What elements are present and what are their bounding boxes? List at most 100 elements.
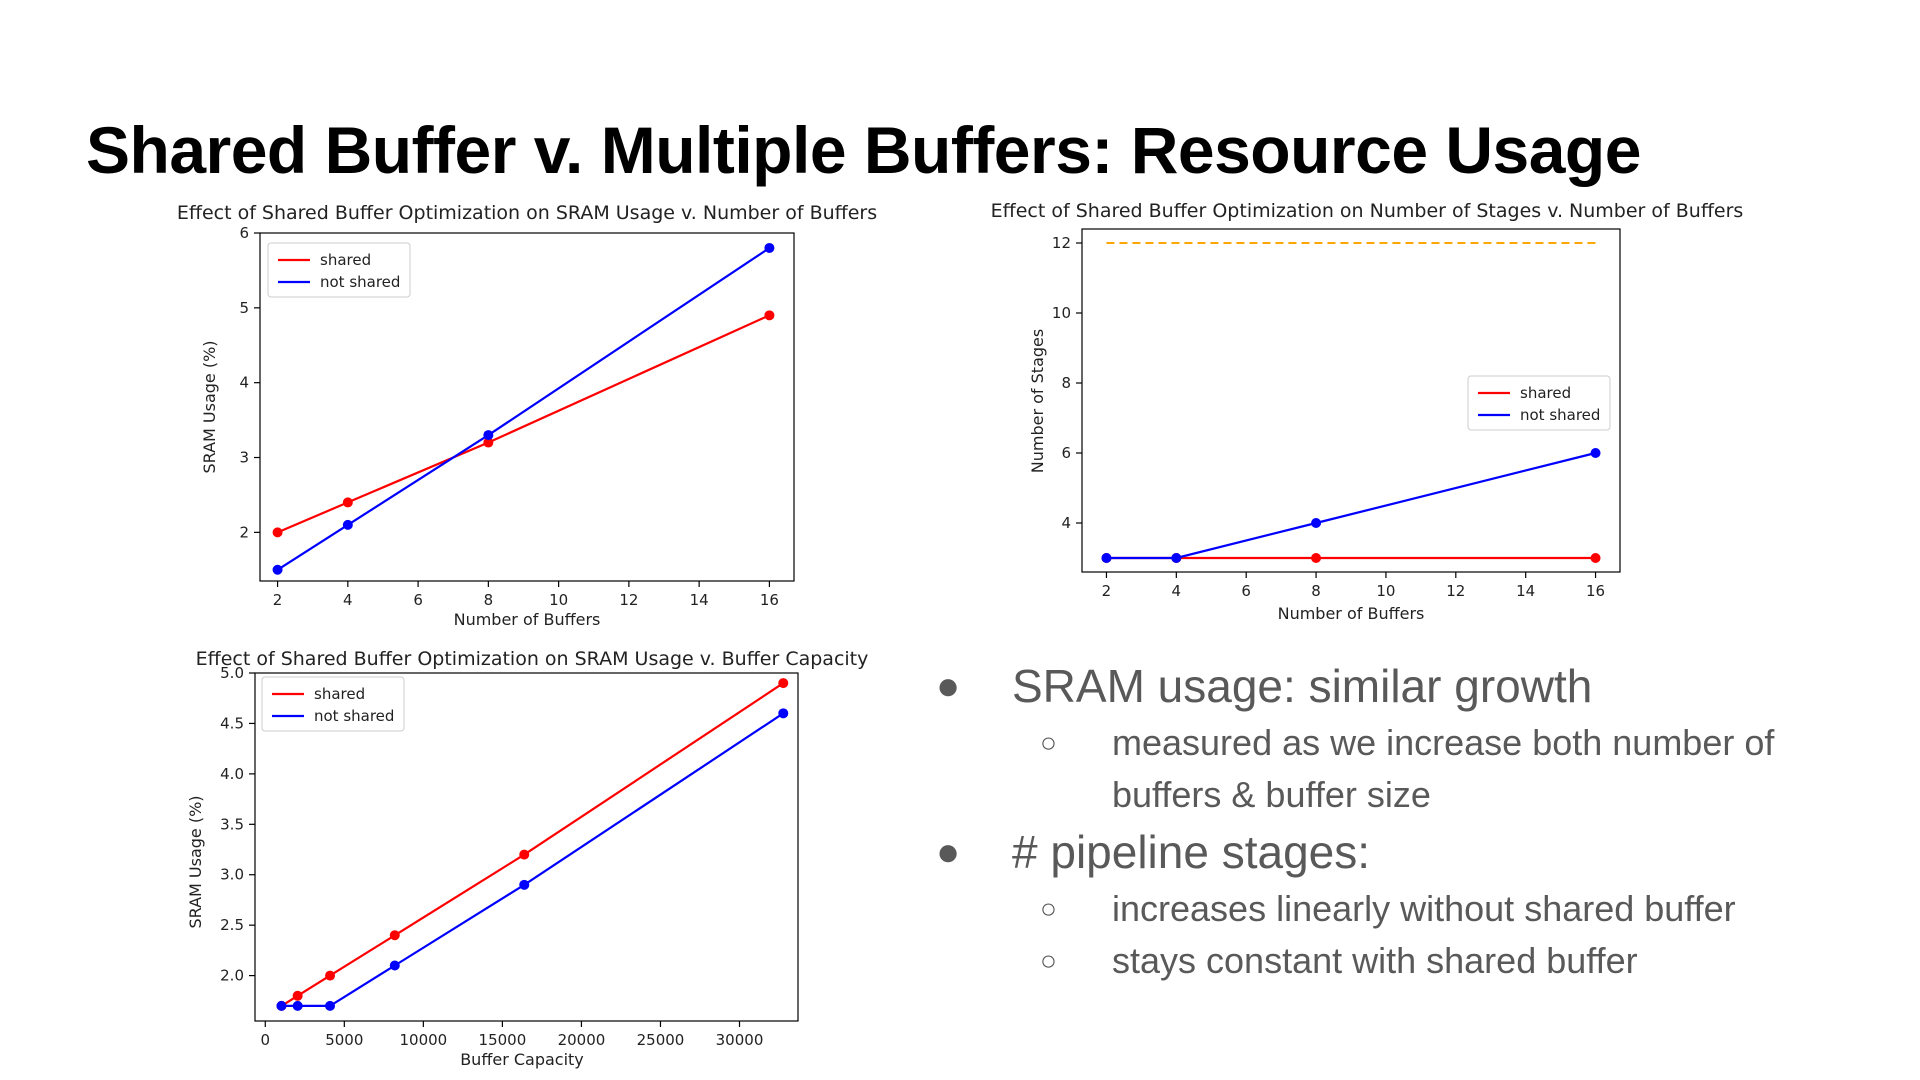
bullet-item: ● SRAM usage: similar growth — [930, 655, 1830, 717]
series-line-not-shared — [1106, 451, 1596, 560]
x-tick-label: 8 — [1311, 582, 1321, 600]
legend: shared not shared — [1467, 375, 1611, 431]
slide-title: Shared Buffer v. Multiple Buffers: Resou… — [86, 113, 1641, 187]
y-tick-label: 4 — [1061, 514, 1071, 532]
data-point-shared — [483, 437, 494, 448]
legend-box — [261, 676, 405, 732]
chart-title: Effect of Shared Buffer Optimization on … — [196, 648, 869, 670]
data-point-shared — [292, 990, 303, 1001]
x-tick-label: 15000 — [479, 1031, 527, 1049]
y-tick-label: 8 — [1061, 374, 1071, 392]
legend-box — [1467, 375, 1611, 431]
x-axis-label: Buffer Capacity — [460, 1050, 584, 1069]
legend-label-shared: shared — [314, 685, 365, 703]
data-point-not-shared — [764, 242, 775, 253]
y-axis-label: SRAM Usage (%) — [200, 340, 219, 473]
y-tick-label: 6 — [1061, 444, 1071, 462]
x-tick-label: 2 — [1102, 582, 1112, 600]
chart-title: Effect of Shared Buffer Optimization on … — [991, 200, 1744, 222]
x-axis-label: Number of Buffers — [454, 610, 601, 629]
sub-bullet-text: increases linearly without shared buffer — [1112, 888, 1736, 929]
y-tick-label: 3.0 — [220, 866, 244, 884]
x-tick-label: 10000 — [399, 1031, 447, 1049]
data-point-not-shared — [1311, 518, 1322, 528]
legend-label-shared: shared — [320, 251, 371, 269]
x-tick-label: 12 — [619, 591, 638, 609]
x-tick-label: 20000 — [558, 1031, 606, 1049]
x-tick-label: 4 — [343, 591, 353, 609]
legend-label-shared: shared — [1520, 384, 1571, 402]
x-tick-label: 10 — [549, 591, 568, 609]
y-tick-label: 4.5 — [220, 714, 244, 732]
data-point-not-shared — [483, 430, 494, 441]
legend: shared not shared — [261, 676, 405, 732]
series-line-shared — [280, 682, 784, 1007]
data-point-shared — [325, 970, 336, 981]
x-tick-label: 14 — [1516, 582, 1535, 600]
bullet-dot-icon: ● — [936, 664, 961, 708]
plot-area — [259, 232, 795, 582]
y-tick-label: 12 — [1052, 234, 1071, 252]
y-axis-label: SRAM Usage (%) — [186, 795, 205, 928]
y-tick-label: 2.0 — [220, 967, 244, 985]
legend-label-not-shared: not shared — [1520, 406, 1600, 424]
sub-bullet-item: ○ stays constant with shared buffer — [930, 935, 1830, 987]
legend-label-not-shared: not shared — [314, 707, 394, 725]
y-tick-label: 5 — [239, 299, 249, 317]
chart-sram-vs-capacity: Effect of Shared Buffer Optimization on … — [186, 648, 869, 1069]
x-tick-label: 25000 — [637, 1031, 685, 1049]
data-point-shared — [778, 678, 789, 689]
bullet-dot-icon: ● — [936, 830, 961, 874]
legend-box — [267, 242, 411, 298]
bullet-item: ● # pipeline stages: — [930, 821, 1830, 883]
bullet-text: SRAM usage: similar growth — [1012, 660, 1593, 712]
legend: shared not shared — [267, 242, 411, 298]
x-tick-label: 16 — [760, 591, 779, 609]
x-axis-label: Number of Buffers — [1278, 604, 1425, 623]
y-tick-label: 2.5 — [220, 916, 244, 934]
sub-bullet-text: stays constant with shared buffer — [1112, 940, 1638, 981]
x-tick-label: 6 — [1241, 582, 1251, 600]
legend-label-not-shared: not shared — [320, 273, 400, 291]
sub-bullet-circle-icon: ○ — [1040, 893, 1057, 924]
bullet-text: # pipeline stages: — [1012, 826, 1371, 878]
chart-sram-vs-buffers: Effect of Shared Buffer Optimization on … — [177, 202, 877, 629]
x-tick-label: 2 — [273, 591, 283, 609]
sub-bullet-item: ○ increases linearly without shared buff… — [930, 883, 1830, 935]
data-point-shared — [1311, 553, 1322, 563]
bullet-list: ● SRAM usage: similar growth ○ measured … — [930, 655, 1830, 987]
data-point-not-shared — [1590, 448, 1601, 458]
data-point-shared — [342, 497, 353, 508]
x-tick-label: 12 — [1446, 582, 1465, 600]
data-point-not-shared — [1101, 553, 1112, 563]
y-tick-label: 3 — [239, 449, 249, 467]
data-point-not-shared — [342, 519, 353, 530]
series-line-shared — [277, 314, 770, 534]
x-tick-label: 0 — [261, 1031, 271, 1049]
plot-area — [254, 672, 799, 1022]
data-point-not-shared — [778, 708, 789, 719]
data-point-not-shared — [389, 960, 400, 971]
data-point-not-shared — [1171, 553, 1182, 563]
data-point-not-shared — [292, 1000, 303, 1011]
plot-area — [1081, 228, 1621, 573]
data-point-shared — [1590, 553, 1601, 563]
x-tick-label: 4 — [1172, 582, 1182, 600]
data-point-shared — [764, 310, 775, 321]
data-point-not-shared — [276, 1000, 287, 1011]
y-tick-label: 3.5 — [220, 815, 244, 833]
series-line-not-shared — [281, 712, 784, 1007]
y-tick-label: 5.0 — [220, 664, 244, 682]
sub-bullet-item: ○ measured as we increase both number of… — [930, 717, 1830, 821]
x-tick-label: 8 — [484, 591, 494, 609]
x-tick-label: 14 — [690, 591, 709, 609]
sub-bullet-circle-icon: ○ — [1040, 945, 1057, 976]
data-point-shared — [519, 849, 530, 860]
data-point-not-shared — [325, 1000, 336, 1011]
y-tick-label: 2 — [239, 523, 249, 541]
x-tick-label: 10 — [1376, 582, 1395, 600]
data-point-not-shared — [272, 564, 283, 575]
data-point-not-shared — [519, 879, 530, 890]
y-tick-label: 10 — [1052, 304, 1071, 322]
y-tick-label: 4 — [239, 374, 249, 392]
